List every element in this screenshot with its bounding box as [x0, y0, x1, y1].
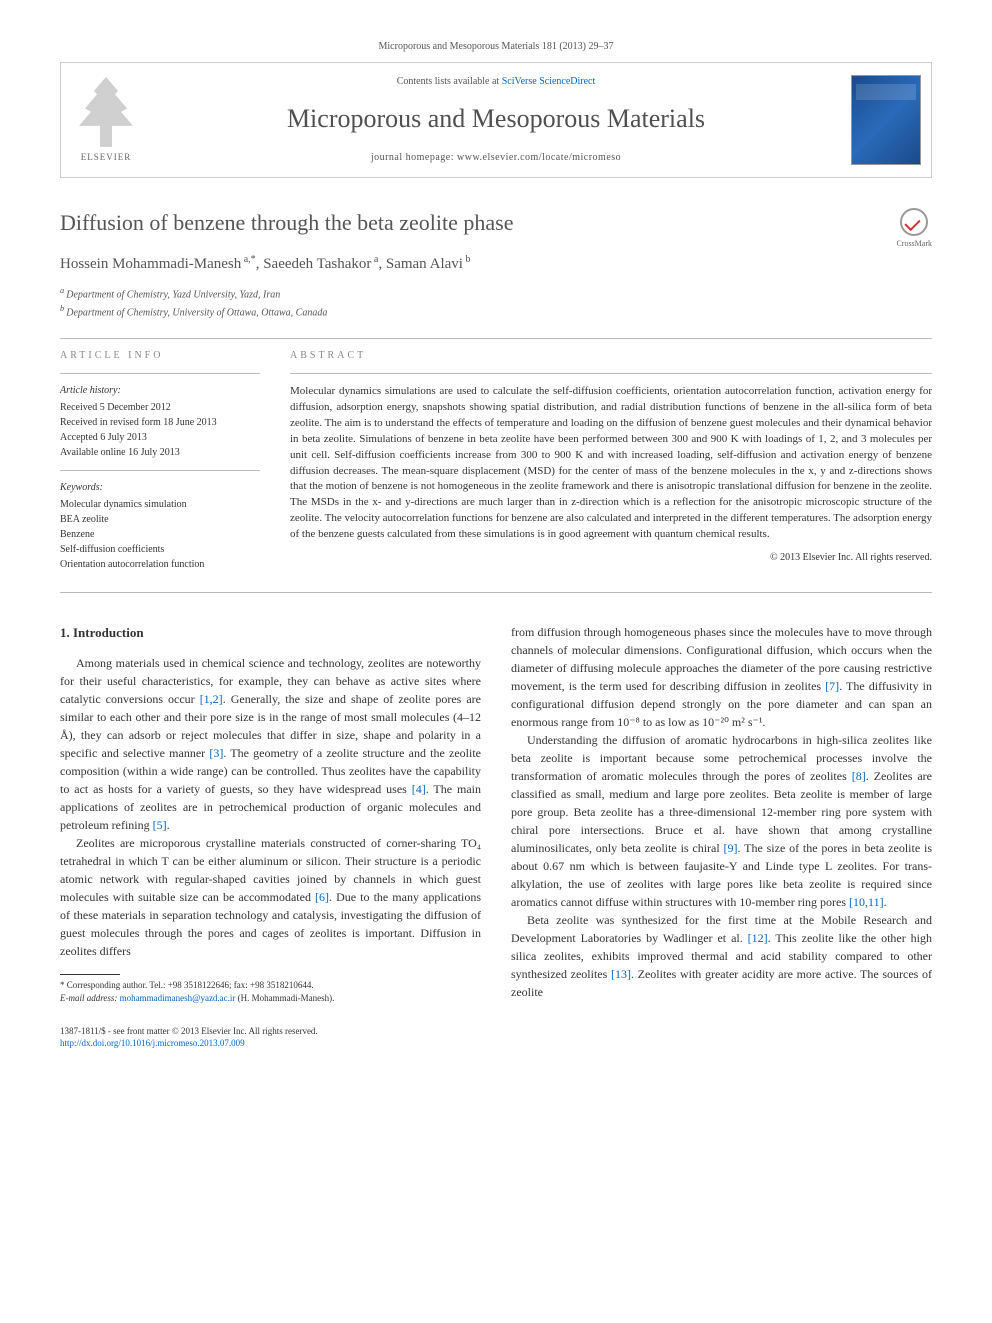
divider-abstract: [290, 373, 932, 374]
divider-1: [60, 338, 932, 339]
journal-cover-block: [841, 63, 931, 177]
history-accepted: Accepted 6 July 2013: [60, 430, 260, 445]
para-1: Among materials used in chemical science…: [60, 654, 481, 834]
footnote-divider: [60, 974, 120, 975]
journal-homepage: journal homepage: www.elsevier.com/locat…: [163, 151, 829, 165]
article-info-block: ARTICLE INFO Article history: Received 5…: [60, 349, 260, 572]
ref-link-6[interactable]: [6]: [315, 890, 329, 904]
affiliation-a: a Department of Chemistry, Yazd Universi…: [60, 285, 932, 302]
homepage-url[interactable]: www.elsevier.com/locate/micromeso: [457, 152, 621, 163]
ref-link-5[interactable]: [5]: [153, 818, 167, 832]
abstract-heading: ABSTRACT: [290, 349, 932, 363]
info-abstract-row: ARTICLE INFO Article history: Received 5…: [60, 349, 932, 572]
body-col-right: from diffusion through homogeneous phase…: [511, 623, 932, 1005]
para-5: Beta zeolite was synthesized for the fir…: [511, 911, 932, 1001]
bottom-footer: 1387-1811/$ - see front matter © 2013 El…: [60, 1025, 932, 1050]
journal-name: Microporous and Mesoporous Materials: [163, 101, 829, 137]
ref-link-13[interactable]: [13]: [611, 967, 631, 981]
journal-header-box: ELSEVIER Contents lists available at Sci…: [60, 62, 932, 178]
affiliation-b-text: Department of Chemistry, University of O…: [66, 307, 327, 318]
affiliations: a Department of Chemistry, Yazd Universi…: [60, 285, 932, 320]
abstract-copyright: © 2013 Elsevier Inc. All rights reserved…: [290, 551, 932, 565]
ref-link-4[interactable]: [4]: [412, 782, 426, 796]
body-columns: 1. Introduction Among materials used in …: [60, 623, 932, 1005]
article-info-heading: ARTICLE INFO: [60, 349, 260, 363]
keyword-2: Benzene: [60, 527, 260, 542]
divider-2: [60, 592, 932, 593]
history-online: Available online 16 July 2013: [60, 445, 260, 460]
keyword-4: Orientation autocorrelation function: [60, 557, 260, 572]
para4-d: .: [884, 895, 887, 909]
email-link[interactable]: mohammadimanesh@yazd.ac.ir: [120, 993, 236, 1003]
affiliation-b: b Department of Chemistry, University of…: [60, 303, 932, 320]
author-2: , Saeedeh Tashakor: [256, 256, 372, 272]
ref-link-3[interactable]: [3]: [209, 746, 223, 760]
contents-prefix: Contents lists available at: [397, 76, 502, 87]
author-3: , Saman Alavi: [378, 256, 463, 272]
header-center: Contents lists available at SciVerse Sci…: [151, 63, 841, 177]
crossmark-label: CrossMark: [896, 238, 932, 249]
homepage-prefix: journal homepage:: [371, 152, 457, 163]
history-received: Received 5 December 2012: [60, 400, 260, 415]
ref-link-12[interactable]: [12]: [748, 931, 768, 945]
corresponding-author-note: * Corresponding author. Tel.: +98 351812…: [60, 979, 481, 992]
keyword-0: Molecular dynamics simulation: [60, 497, 260, 512]
history-label: Article history:: [60, 384, 260, 398]
contents-line: Contents lists available at SciVerse Sci…: [163, 75, 829, 89]
email-suffix: (H. Mohammadi-Manesh).: [235, 993, 334, 1003]
para-2: Zeolites are microporous crystalline mat…: [60, 834, 481, 960]
history-revised: Received in revised form 18 June 2013: [60, 415, 260, 430]
para1-e: .: [167, 818, 170, 832]
ref-link-10-11[interactable]: [10,11]: [849, 895, 884, 909]
affiliation-a-text: Department of Chemistry, Yazd University…: [66, 290, 280, 301]
doi-link[interactable]: http://dx.doi.org/10.1016/j.micromeso.20…: [60, 1038, 245, 1048]
author-1-sup: a,*: [241, 254, 255, 265]
publisher-logo-block: ELSEVIER: [61, 63, 151, 177]
ref-link-9[interactable]: [9]: [724, 841, 738, 855]
ref-link-7[interactable]: [7]: [825, 679, 839, 693]
issn-line: 1387-1811/$ - see front matter © 2013 El…: [60, 1025, 932, 1038]
email-label: E-mail address:: [60, 993, 120, 1003]
crossmark-badge[interactable]: CrossMark: [896, 208, 932, 249]
keyword-1: BEA zeolite: [60, 512, 260, 527]
ref-link-1-2[interactable]: [1,2]: [200, 692, 223, 706]
article-title: Diffusion of benzene through the beta ze…: [60, 208, 514, 239]
authors-line: Hossein Mohammadi-Manesh a,*, Saeedeh Ta…: [60, 253, 932, 275]
author-1: Hossein Mohammadi-Manesh: [60, 256, 241, 272]
divider-info-2: [60, 470, 260, 471]
crossmark-icon: [900, 208, 928, 236]
journal-cover-icon: [851, 75, 921, 165]
top-citation: Microporous and Mesoporous Materials 181…: [60, 40, 932, 54]
intro-heading: 1. Introduction: [60, 623, 481, 643]
author-3-sup: b: [463, 254, 471, 265]
divider-info-1: [60, 373, 260, 374]
keywords-label: Keywords:: [60, 481, 260, 495]
elsevier-tree-icon: [76, 77, 136, 147]
body-col-left: 1. Introduction Among materials used in …: [60, 623, 481, 1005]
abstract-block: ABSTRACT Molecular dynamics simulations …: [290, 349, 932, 572]
publisher-name: ELSEVIER: [81, 151, 132, 164]
abstract-text: Molecular dynamics simulations are used …: [290, 384, 932, 543]
contents-link[interactable]: SciVerse ScienceDirect: [502, 76, 596, 87]
keyword-3: Self-diffusion coefficients: [60, 542, 260, 557]
para-3: from diffusion through homogeneous phase…: [511, 623, 932, 731]
email-line: E-mail address: mohammadimanesh@yazd.ac.…: [60, 992, 481, 1005]
ref-link-8[interactable]: [8]: [852, 769, 866, 783]
para-4: Understanding the diffusion of aromatic …: [511, 731, 932, 911]
title-row: Diffusion of benzene through the beta ze…: [60, 208, 932, 253]
